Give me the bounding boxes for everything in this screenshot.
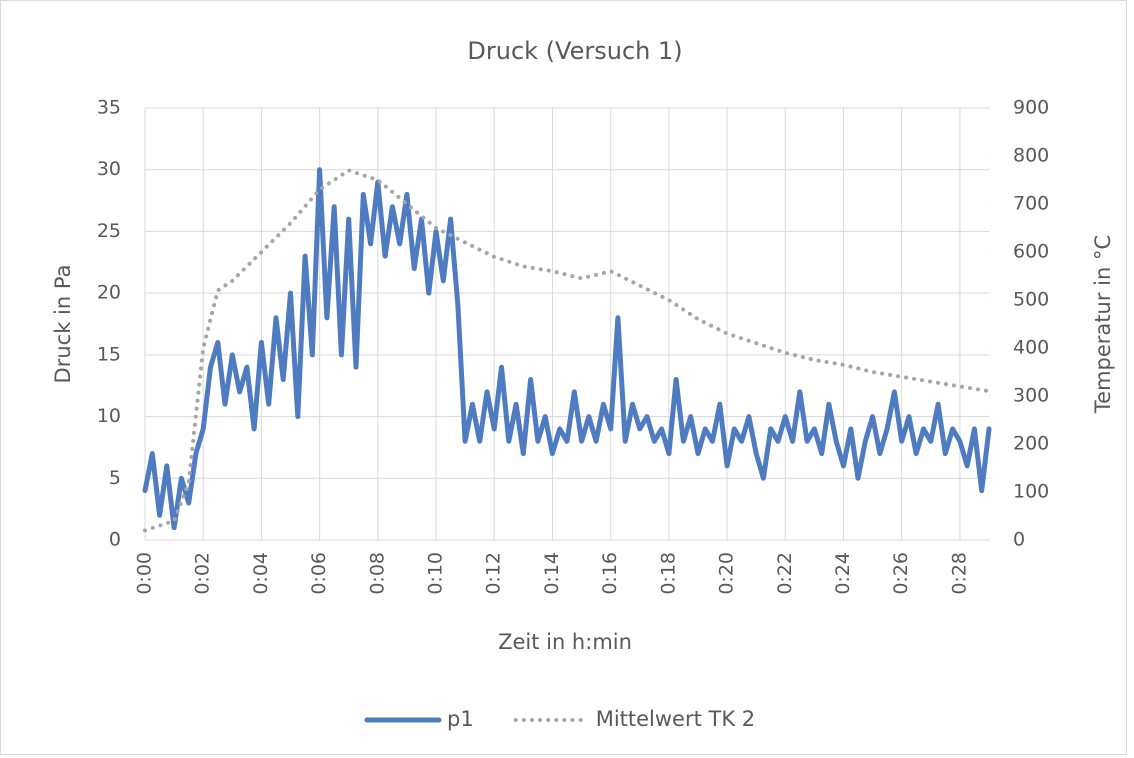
y-tick-label: 20 bbox=[97, 282, 121, 304]
y-axis-label: Druck in Pa bbox=[51, 265, 75, 384]
pressure-line bbox=[142, 167, 992, 531]
x-tick-label: 0:08 bbox=[366, 552, 388, 595]
y-tick-label: 15 bbox=[97, 343, 121, 365]
x-tick-label: 0:28 bbox=[948, 552, 970, 595]
x-tick-label: 0:02 bbox=[192, 552, 214, 595]
legend-label: Mittelwert TK 2 bbox=[596, 707, 755, 731]
y-tick-label: 0 bbox=[109, 529, 121, 551]
y2-tick-label: 0 bbox=[1013, 529, 1025, 551]
y2-tick-label: 900 bbox=[1013, 97, 1049, 119]
x-tick-label: 0:06 bbox=[308, 552, 330, 595]
x-tick-label: 0:00 bbox=[134, 552, 156, 595]
x-tick-label: 0:04 bbox=[250, 552, 272, 595]
y-tick-label: 10 bbox=[97, 405, 121, 427]
y2-tick-label: 600 bbox=[1013, 241, 1049, 263]
y2-tick-label: 400 bbox=[1013, 337, 1049, 359]
y-tick-label: 5 bbox=[109, 467, 121, 489]
x-tick-label: 0:24 bbox=[832, 552, 854, 595]
x-tick-label: 0:26 bbox=[890, 552, 912, 595]
y2-axis-label: Temperatur in °C bbox=[1091, 235, 1115, 414]
x-tick-label: 0:20 bbox=[716, 552, 738, 595]
temperature-line bbox=[143, 168, 991, 533]
x-tick-label: 0:16 bbox=[599, 552, 621, 595]
y2-tick-label: 700 bbox=[1013, 193, 1049, 215]
x-tick-label: 0:10 bbox=[425, 552, 447, 595]
y-tick-label: 25 bbox=[97, 220, 121, 242]
y2-tick-label: 200 bbox=[1013, 433, 1049, 455]
y2-tick-label: 100 bbox=[1013, 481, 1049, 503]
x-tick-label: 0:18 bbox=[657, 552, 679, 595]
y-tick-label: 35 bbox=[97, 97, 121, 119]
x-tick-label: 0:22 bbox=[774, 552, 796, 595]
y-tick-label: 30 bbox=[97, 158, 121, 180]
legend-label: p1 bbox=[447, 707, 474, 731]
y2-tick-label: 300 bbox=[1013, 385, 1049, 407]
x-tick-label: 0:14 bbox=[541, 552, 563, 595]
x-axis-label: Zeit in h:min bbox=[498, 630, 632, 654]
y2-tick-label: 800 bbox=[1013, 145, 1049, 167]
chart-title: Druck (Versuch 1) bbox=[467, 37, 682, 65]
x-tick-label: 0:12 bbox=[483, 552, 505, 595]
y2-tick-label: 500 bbox=[1013, 289, 1049, 311]
